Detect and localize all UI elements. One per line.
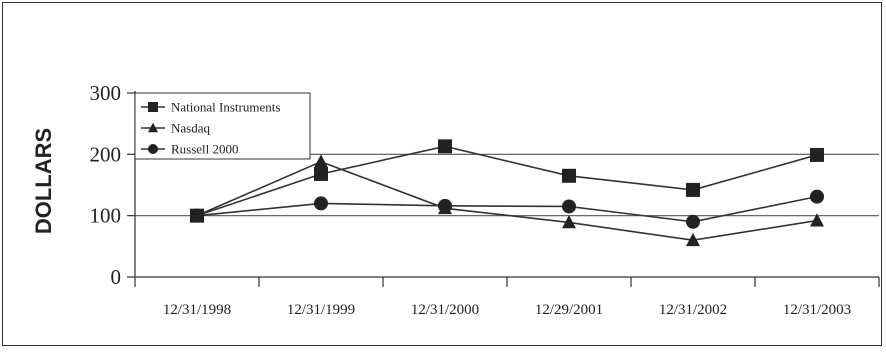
series-circle	[190, 189, 824, 229]
x-tick-label: 12/31/1999	[287, 302, 355, 318]
legend-items: National Instruments Nasdaq Russell 2000	[141, 100, 280, 157]
x-tick-label: 12/31/2002	[659, 302, 727, 318]
series-line	[196, 160, 818, 242]
y-tick-label: 100	[90, 204, 122, 228]
y-tick-label: 200	[90, 142, 122, 166]
legend-label: Russell 2000	[171, 142, 239, 157]
data-point-square	[686, 182, 700, 197]
line-chart: DOLLARS 300 200 100 0 12/31/1998 12/31/1999 12…	[31, 81, 880, 318]
legend-marker-triangle	[148, 122, 158, 133]
data-point-circle	[562, 199, 576, 214]
legend-box	[134, 92, 311, 160]
y-tick-label: 300	[90, 81, 122, 105]
data-point-square	[314, 166, 328, 181]
legend-label: Nasdaq	[171, 121, 210, 136]
data-point-triangle	[686, 232, 700, 247]
series-line	[196, 145, 818, 217]
legend: National Instruments Nasdaq Russell 2000	[134, 92, 311, 160]
data-point-circle	[314, 196, 328, 211]
legend-marker-square	[148, 102, 158, 112]
data-point-circle	[190, 208, 204, 223]
data-point-square	[562, 168, 576, 183]
data-point-circle	[438, 198, 452, 213]
legend-marker-circle	[148, 144, 158, 154]
axis-layer: 300 200 100 0 12/31/1998 12/31/1999 12/31/2000…	[90, 81, 880, 318]
y-tick-label: 0	[111, 265, 122, 289]
data-point-square	[438, 139, 452, 154]
data-point-triangle	[314, 154, 328, 168]
series-triangle	[190, 154, 824, 247]
x-tick-label: 12/31/2003	[783, 302, 851, 318]
legend-label: National Instruments	[171, 100, 280, 115]
data-point-triangle	[562, 215, 576, 229]
data-point-triangle	[810, 213, 824, 227]
series-line	[196, 195, 818, 223]
data-point-square	[810, 147, 824, 162]
data-point-circle	[686, 214, 700, 229]
series-layer	[190, 139, 824, 247]
x-tick-label: 12/31/2000	[411, 302, 479, 318]
chart-frame: DOLLARS 300 200 100 0 12/31/1998 12/31/1999 12…	[2, 2, 882, 346]
x-tick-label: 12/31/1998	[163, 302, 231, 318]
x-tick-label: 12/29/2001	[535, 302, 603, 318]
data-point-circle	[810, 189, 824, 204]
y-axis-label: DOLLARS	[31, 128, 56, 234]
